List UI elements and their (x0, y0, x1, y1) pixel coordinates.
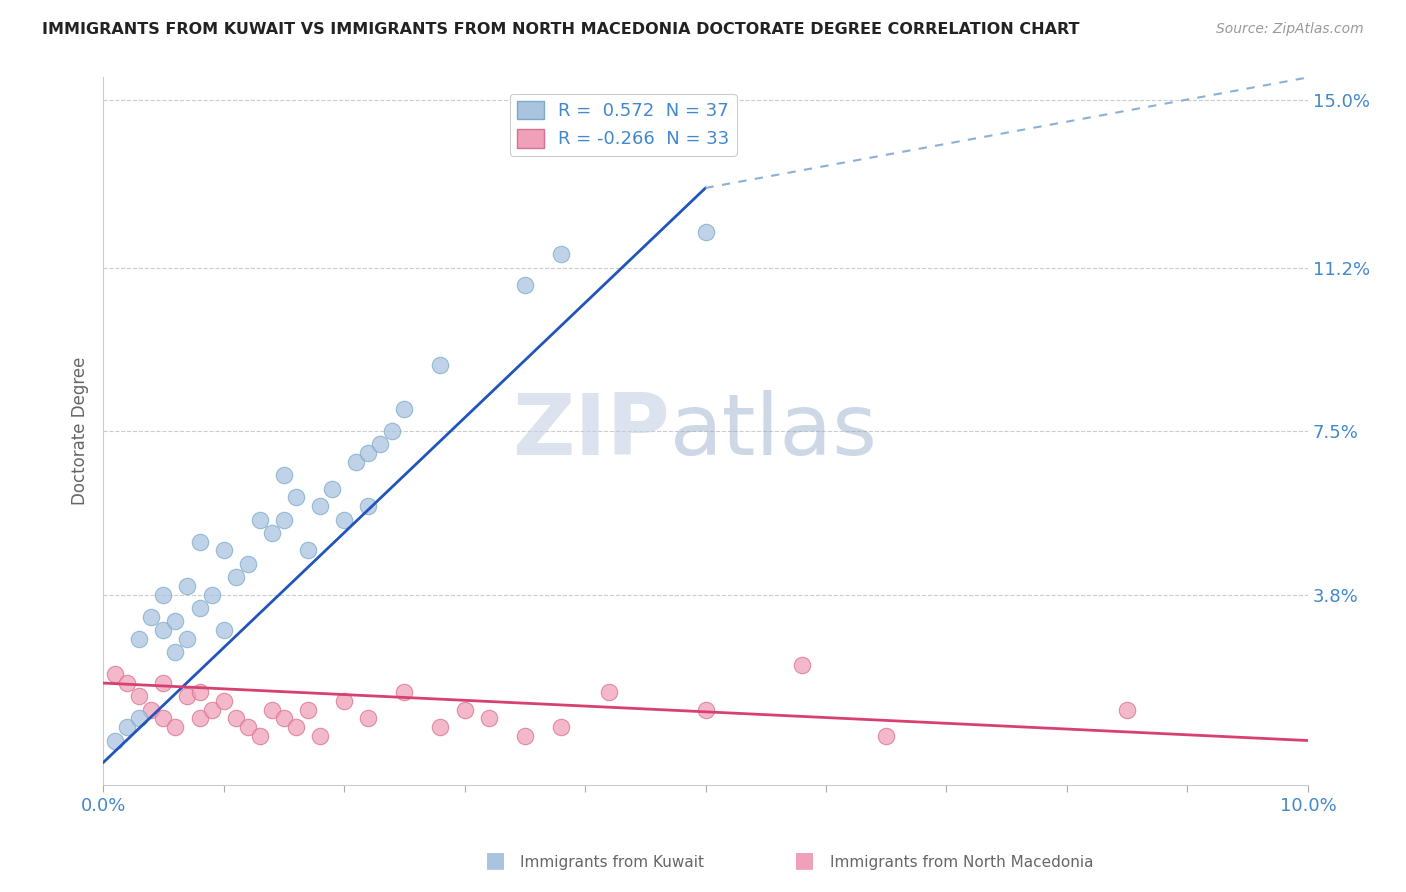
Text: ZIP: ZIP (512, 390, 669, 473)
Point (115, 720, 138, 734)
Point (513, 729, 536, 743)
Point (273, 711, 295, 725)
Text: ■: ■ (794, 850, 815, 870)
Point (333, 512, 356, 526)
Point (225, 570, 247, 584)
Point (152, 676, 174, 690)
Point (381, 424, 404, 438)
Point (394, 685, 416, 699)
Point (188, 534, 211, 549)
Point (200, 703, 222, 717)
Point (695, 225, 717, 239)
Point (165, 614, 187, 628)
Point (152, 711, 174, 725)
Point (297, 703, 319, 717)
Point (550, 247, 572, 261)
Point (695, 703, 717, 717)
Legend: R =  0.572  N = 37, R = -0.266  N = 33: R = 0.572 N = 37, R = -0.266 N = 33 (510, 94, 737, 156)
Point (260, 703, 283, 717)
Point (104, 733, 127, 747)
Point (249, 729, 271, 743)
Point (550, 720, 572, 734)
Point (368, 437, 391, 451)
Text: IMMIGRANTS FROM KUWAIT VS IMMIGRANTS FROM NORTH MACEDONIA DOCTORATE DEGREE CORRE: IMMIGRANTS FROM KUWAIT VS IMMIGRANTS FRO… (42, 22, 1080, 37)
Point (309, 500, 332, 514)
Point (176, 632, 198, 646)
Point (152, 623, 174, 637)
Y-axis label: Doctorate Degree: Doctorate Degree (72, 357, 89, 505)
Point (225, 711, 247, 725)
Text: ■: ■ (485, 850, 506, 870)
Point (273, 512, 295, 526)
Point (429, 720, 451, 734)
Point (188, 601, 211, 615)
Point (176, 690, 198, 704)
Point (212, 694, 235, 708)
Point (357, 711, 380, 725)
Point (790, 658, 813, 673)
Point (394, 402, 416, 417)
Point (357, 446, 380, 460)
Point (141, 609, 163, 624)
Point (1116, 703, 1139, 717)
Point (200, 588, 222, 602)
Point (478, 711, 501, 725)
Point (165, 720, 187, 734)
Point (321, 482, 343, 496)
Point (453, 703, 475, 717)
Point (333, 694, 356, 708)
Point (212, 623, 235, 637)
Point (236, 720, 259, 734)
Point (212, 543, 235, 558)
Point (344, 455, 367, 469)
Point (165, 645, 187, 659)
Point (128, 690, 150, 704)
Point (513, 278, 536, 293)
Text: Immigrants from Kuwait: Immigrants from Kuwait (520, 855, 704, 870)
Point (875, 729, 897, 743)
Text: Source: ZipAtlas.com: Source: ZipAtlas.com (1216, 22, 1364, 37)
Point (249, 512, 271, 526)
Point (260, 525, 283, 540)
Point (104, 667, 127, 681)
Point (236, 557, 259, 571)
Point (188, 685, 211, 699)
Text: atlas: atlas (669, 390, 877, 473)
Point (429, 358, 451, 372)
Point (176, 579, 198, 593)
Point (309, 729, 332, 743)
Point (297, 543, 319, 558)
Point (188, 711, 211, 725)
Point (115, 676, 138, 690)
Point (598, 685, 620, 699)
Point (284, 720, 307, 734)
Point (128, 711, 150, 725)
Text: Immigrants from North Macedonia: Immigrants from North Macedonia (830, 855, 1092, 870)
Point (273, 468, 295, 483)
Point (141, 703, 163, 717)
Point (357, 500, 380, 514)
Point (128, 632, 150, 646)
Point (284, 491, 307, 505)
Point (152, 588, 174, 602)
